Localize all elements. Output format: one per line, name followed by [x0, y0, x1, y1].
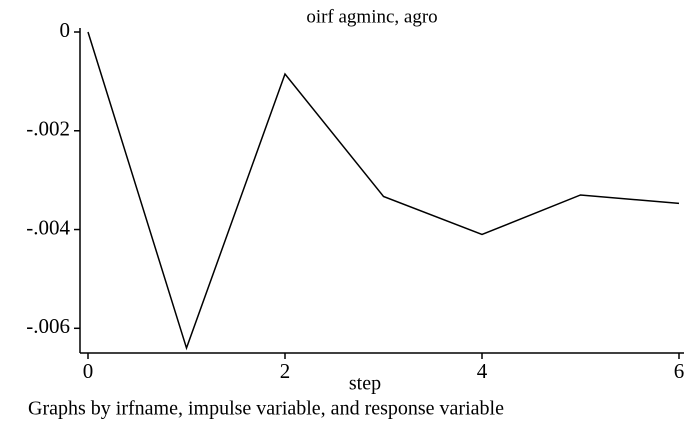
x-tick-label: 6 [674, 359, 685, 383]
x-tick-label: 0 [83, 359, 94, 383]
line-series [87, 31, 680, 351]
y-tick-label: 0 [60, 18, 71, 42]
x-tick-label: 2 [280, 359, 291, 383]
x-axis-label: step [349, 373, 381, 395]
x-tick-label: 4 [477, 359, 488, 383]
y-tick-label: -.002 [26, 117, 70, 141]
y-tick-label: -.004 [26, 215, 70, 239]
y-tick-label: -.006 [26, 314, 70, 338]
note: Graphs by irfname, impulse variable, and… [28, 398, 504, 420]
chart-title: oirf agminc, agro [306, 6, 437, 27]
